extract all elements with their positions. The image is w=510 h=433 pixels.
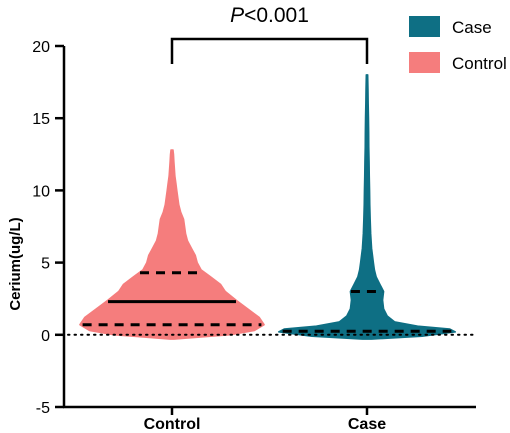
legend: Case Control [409, 16, 507, 73]
x-tick-label-case: Case [348, 416, 386, 433]
p-value-italic: P [230, 4, 244, 27]
p-value-rest: <0.001 [244, 4, 309, 27]
x-tick-label-control: Control [144, 416, 201, 433]
significance-annotation: P<0.001 [170, 4, 369, 64]
y-tick-label: 5 [41, 256, 50, 273]
y-ticks: -5 0 5 10 15 20 [32, 39, 64, 417]
significance-bracket [170, 37, 369, 64]
violin-group [79, 74, 457, 340]
legend-swatch-case [409, 16, 440, 37]
axes [62, 46, 476, 409]
y-tick-label: -5 [36, 400, 50, 417]
y-tick-label: 0 [41, 328, 50, 345]
x-ticks: Control Case [144, 407, 386, 433]
violin-control [79, 149, 265, 340]
y-tick-label: 20 [32, 39, 50, 56]
legend-label-control: Control [452, 54, 507, 73]
y-tick-label: 15 [32, 111, 50, 128]
legend-label-case: Case [452, 18, 492, 37]
violin-case [277, 74, 457, 340]
p-value-label: P<0.001 [230, 4, 309, 27]
y-tick-label: 10 [32, 183, 50, 200]
legend-swatch-control [409, 52, 440, 73]
y-axis-label: Cerium(ug/L) [7, 217, 24, 310]
quartile-lines [82, 271, 452, 333]
